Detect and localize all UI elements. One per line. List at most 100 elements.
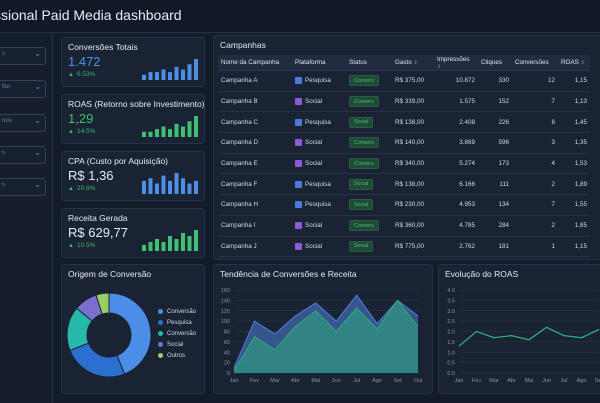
- col-header-conversions[interactable]: Conversões: [512, 55, 558, 71]
- cell-name: Campanha J: [218, 236, 292, 258]
- cell-platform: Social: [292, 132, 346, 154]
- search-icon: [295, 77, 302, 85]
- sparkline-bar: [174, 239, 179, 251]
- platform-label: Social: [305, 242, 323, 250]
- table-row[interactable]: Campanha F Pesquisa Social R$ 138,00 6.166 11…: [218, 173, 590, 196]
- platform-label: Pesquisa: [305, 201, 331, 209]
- table-row[interactable]: Campanha I Social Convers R$ 360,00 4.785 284…: [218, 215, 590, 237]
- cell-impressions: 2.408: [434, 111, 478, 134]
- y-tick-label: 60: [224, 340, 230, 346]
- cell-name: Campanha A: [218, 70, 292, 92]
- kpi-card-revenue: Receita Gerada R$ 629,77 ▲ 10.5%: [61, 208, 205, 258]
- table-row[interactable]: Campanha C Pesquisa Social R$ 138,00 2.408 22…: [218, 111, 590, 134]
- legend-label: Conversão: [167, 331, 197, 337]
- table-row[interactable]: Campanha D Social Convers R$ 140,00 3.869 596…: [218, 132, 590, 154]
- y-tick-label: 4.0: [447, 288, 455, 294]
- kpi-label: ROAS (Retorno sobre Investimento): [68, 99, 205, 109]
- cell-name: Campanha D: [218, 132, 292, 154]
- status-badge: Social: [349, 178, 374, 190]
- col-header-clicks[interactable]: Cliques: [478, 55, 512, 71]
- cell-clicks: 134: [478, 194, 512, 216]
- status-badge: Convers: [349, 96, 379, 108]
- filter-value: ltur: [2, 84, 11, 90]
- table-row[interactable]: Campanha B Social Convers R$ 339,00 1.575 152…: [218, 91, 590, 113]
- legend-item: Conversão: [158, 330, 196, 341]
- sparkline: [142, 173, 198, 194]
- social-icon: [295, 139, 302, 147]
- cell-roas: 1,55: [558, 194, 590, 216]
- cell-impressions: 2.762: [434, 236, 478, 258]
- sparkline-bar: [181, 126, 185, 137]
- kpi-value: 1.472: [68, 54, 101, 69]
- dashboard-title: ssional Paid Media dashboard: [0, 7, 182, 23]
- sparkline-bar: [194, 180, 198, 194]
- line-series: [233, 294, 419, 369]
- x-tick-label: Abr: [507, 378, 516, 384]
- arrow-up-icon: ▲: [68, 129, 74, 135]
- platform-label: Pesquisa: [305, 77, 331, 85]
- filter-dropdown-2[interactable]: ltur ⌄: [0, 80, 46, 98]
- legend-label: Outros: [167, 353, 186, 359]
- social-icon: [295, 222, 302, 230]
- kpi-label: CPA (Custo por Aquisição): [68, 156, 168, 166]
- cell-spend: R$ 140,00: [392, 132, 434, 154]
- sparkline-bar: [187, 121, 192, 137]
- filter-value: s: [2, 182, 5, 188]
- col-header-status[interactable]: Status: [346, 55, 392, 71]
- kpi-card-conversions: Conversões Totais 1.472 ▲ 6.53%: [61, 37, 205, 87]
- origin-donut-chart: [66, 292, 152, 378]
- cell-roas: 1,53: [558, 153, 590, 175]
- cell-status: Convers: [346, 70, 392, 92]
- cell-status: Social: [346, 236, 392, 258]
- filter-dropdown-5[interactable]: s ⌄: [0, 178, 46, 196]
- sparkline-bar: [148, 72, 153, 80]
- platform-label: Pesquisa: [305, 118, 331, 126]
- kpi-delta-value: 6.53%: [76, 71, 96, 78]
- platform-label: Pesquisa: [305, 180, 331, 188]
- y-tick-label: 20: [224, 361, 230, 367]
- x-tick-label: Jul: [560, 378, 567, 384]
- search-icon: [295, 201, 302, 209]
- sort-icon: ⇕: [437, 63, 442, 70]
- filter-dropdown-1[interactable]: s ⌄: [0, 47, 46, 65]
- cell-name: Campanha C: [218, 111, 292, 134]
- table-row[interactable]: Campanha J Social Social R$ 775,00 2.762 181 1…: [218, 236, 590, 258]
- col-header-name[interactable]: Nome da Campanha: [218, 55, 292, 71]
- y-tick-label: 0.5: [447, 361, 455, 367]
- x-tick-label: Jan: [230, 378, 239, 384]
- filter-dropdown-3[interactable]: nos ⌄: [0, 114, 46, 132]
- table-row[interactable]: Campanha A Pesquisa Convers R$ 375,00 10.872…: [218, 70, 590, 92]
- table-row[interactable]: Campanha E Social Convers R$ 340,00 5.274 173…: [218, 153, 590, 175]
- y-tick-label: 80: [224, 330, 230, 336]
- panel-title: Tendência de Conversões e Receita: [220, 269, 357, 279]
- cell-impressions: 1.575: [434, 91, 478, 113]
- cell-platform: Social: [292, 91, 346, 113]
- kpi-delta-value: 20.6%: [76, 185, 96, 192]
- filter-dropdown-4[interactable]: s ⌄: [0, 146, 46, 164]
- search-icon: [295, 180, 302, 188]
- legend-swatch: [158, 308, 163, 314]
- status-badge: Social: [349, 116, 374, 128]
- col-header-spend[interactable]: Gasto ⇕: [392, 55, 434, 71]
- cell-impressions: 6.166: [434, 173, 478, 196]
- x-tick-label: Abr: [291, 378, 300, 384]
- cell-platform: Pesquisa: [292, 173, 346, 196]
- x-tick-label: Set: [393, 378, 402, 384]
- col-header-impressions[interactable]: Impressões ⇕: [434, 55, 478, 71]
- cell-roas: 1,35: [558, 132, 590, 154]
- cell-spend: R$ 360,00: [392, 215, 434, 237]
- col-header-platform[interactable]: Plataforma: [292, 55, 346, 71]
- cell-status: Convers: [346, 153, 392, 175]
- campaigns-panel: Campanhas Nome da Campanha Plataforma St…: [213, 35, 600, 260]
- col-header-roas[interactable]: ROAS ⇕: [558, 55, 590, 71]
- table-row[interactable]: Campanha H Pesquisa Social R$ 230,00 4.953 13…: [218, 194, 590, 216]
- cell-roas: 1,89: [558, 173, 590, 196]
- y-tick-label: 0: [227, 371, 230, 377]
- panel-title: Campanhas: [220, 40, 266, 50]
- sparkline-bar: [161, 126, 166, 137]
- kpi-label: Conversões Totais: [68, 42, 138, 52]
- kpi-delta: ▲ 14.5%: [68, 128, 95, 135]
- sparkline-bar: [168, 129, 172, 137]
- trend-area-chart: 0 20 40 60 80 100 120 140 160 Jan Fev Mar Abr Mai Jun J…: [221, 288, 423, 384]
- cell-clicks: 111: [478, 173, 512, 196]
